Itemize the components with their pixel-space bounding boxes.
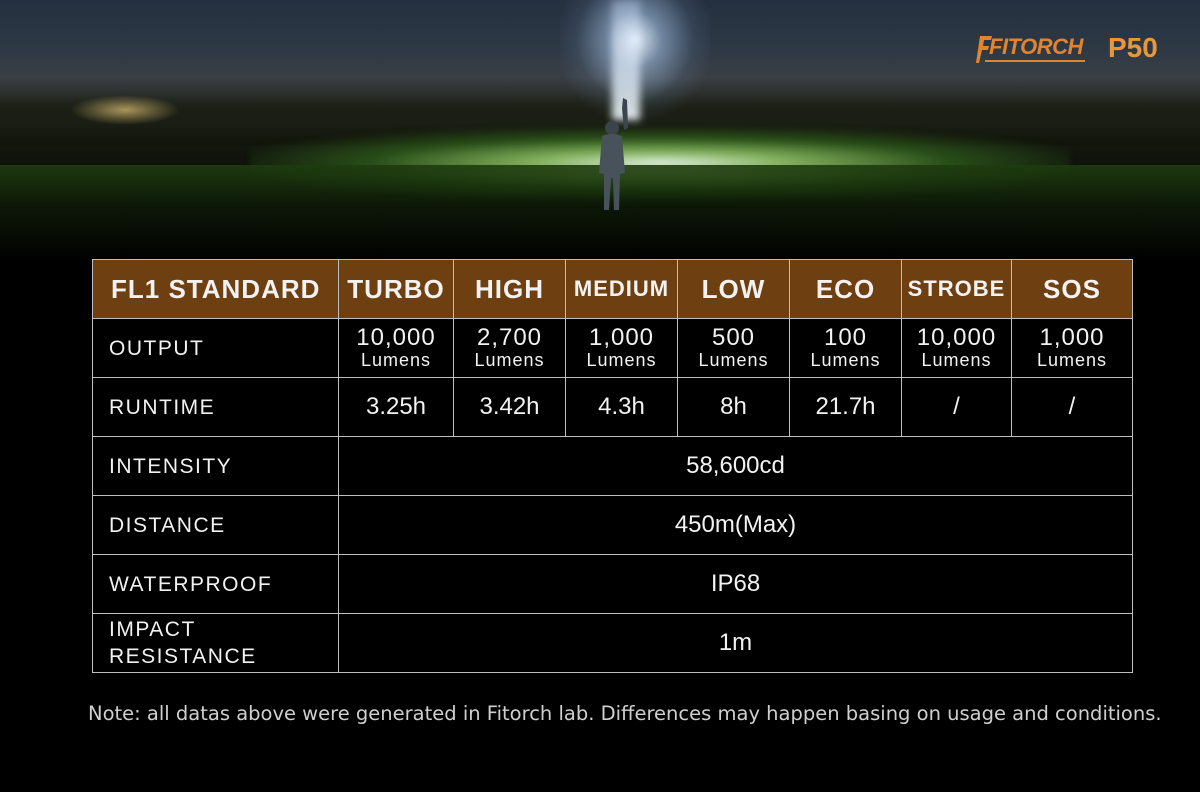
impact-label-line2: RESISTANCE [109,645,257,668]
brand-name: FITORCH [989,34,1083,59]
output-value: 500 [711,324,756,351]
output-cell: 1,000 Lumens [1011,318,1133,378]
person-silhouette [599,98,628,210]
runtime-cell: 21.7h [789,377,902,437]
output-value: 2,700 [476,324,543,351]
impact-value: 1m [338,613,1133,673]
output-cell: 500 Lumens [677,318,790,378]
row-label-waterproof: WATERPROOF [92,554,339,614]
header-mode-strobe: STROBE [901,259,1012,319]
distant-city-lights [70,95,180,125]
runtime-cell: 3.25h [338,377,454,437]
header-mode-turbo: TURBO [338,259,454,319]
output-unit: Lumens [360,350,432,370]
output-value: 1,000 [588,324,655,351]
output-row: OUTPUT 10,000 Lumens 2,700 Lumens 1,000 Lum… [92,318,1133,378]
output-unit: Lumens [698,350,769,370]
row-label-impact: IMPACT RESISTANCE [92,613,339,673]
brand-underline [985,60,1085,62]
runtime-row: RUNTIME 3.25h 3.42h 4.3h 8h 21.7h / / [92,377,1133,437]
row-label-distance: DISTANCE [92,495,339,555]
output-unit: Lumens [474,350,545,370]
output-value: 10,000 [916,324,997,351]
intensity-row: INTENSITY 58,600cd [92,436,1133,496]
spec-table: FL1 STANDARD TURBO HIGH MEDIUM LOW ECO S… [92,259,1133,673]
header-mode-eco: ECO [789,259,902,319]
footnote: Note: all datas above were generated in … [88,702,1162,725]
header-row: FL1 STANDARD TURBO HIGH MEDIUM LOW ECO S… [92,259,1133,319]
runtime-cell: 8h [677,377,790,437]
fitorch-logo-icon [976,34,992,64]
intensity-value: 58,600cd [338,436,1133,496]
output-value: 1,000 [1039,324,1105,351]
runtime-cell: 4.3h [565,377,678,437]
impact-row: IMPACT RESISTANCE 1m [92,613,1133,673]
header-mode-high: HIGH [453,259,566,319]
model-name: P50 [1108,32,1158,63]
output-unit: Lumens [810,350,881,370]
row-label-output: OUTPUT [92,318,339,378]
waterproof-row: WATERPROOF IP68 [92,554,1133,614]
runtime-cell: 3.42h [453,377,566,437]
output-value: 10,000 [356,324,436,351]
output-unit: Lumens [586,350,657,370]
output-cell: 1,000 Lumens [565,318,678,378]
output-cell: 10,000 Lumens [338,318,454,378]
header-standard: FL1 STANDARD [92,259,339,319]
header-mode-sos: SOS [1011,259,1133,319]
header-mode-medium: MEDIUM [565,259,678,319]
impact-label-line1: IMPACT [109,618,196,641]
output-value: 100 [823,324,868,351]
output-cell: 10,000 Lumens [901,318,1012,378]
runtime-cell: / [1011,377,1133,437]
row-label-runtime: RUNTIME [92,377,339,437]
distance-value: 450m(Max) [338,495,1133,555]
row-label-intensity: INTENSITY [92,436,339,496]
output-unit: Lumens [921,350,992,370]
output-unit: Lumens [1036,350,1108,370]
waterproof-value: IP68 [338,554,1133,614]
hero-photo [0,0,1200,260]
output-cell: 2,700 Lumens [453,318,566,378]
header-mode-low: LOW [677,259,790,319]
grass-foreground [0,165,1200,260]
distance-row: DISTANCE 450m(Max) [92,495,1133,555]
output-cell: 100 Lumens [789,318,902,378]
runtime-cell: / [901,377,1012,437]
